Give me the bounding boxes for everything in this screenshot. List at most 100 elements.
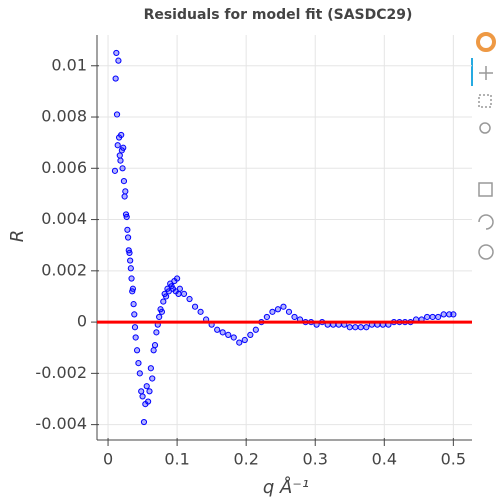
point bbox=[446, 311, 453, 318]
y-tick-label: 0.008 bbox=[41, 107, 87, 126]
point bbox=[162, 293, 170, 300]
point bbox=[153, 329, 160, 336]
point bbox=[180, 290, 188, 297]
point bbox=[111, 167, 119, 174]
point bbox=[225, 331, 232, 339]
point bbox=[113, 111, 121, 118]
y-tick-label: 0.01 bbox=[51, 55, 87, 74]
x-tick-label: 0.5 bbox=[441, 450, 466, 469]
point bbox=[450, 311, 457, 318]
point bbox=[127, 257, 134, 264]
point bbox=[175, 290, 182, 297]
point bbox=[247, 331, 254, 339]
point bbox=[112, 75, 119, 82]
point bbox=[133, 347, 141, 354]
point bbox=[128, 275, 135, 282]
point bbox=[230, 334, 237, 341]
x-tick-label: 0 bbox=[103, 450, 113, 469]
point bbox=[129, 285, 137, 292]
point bbox=[150, 347, 157, 354]
point bbox=[124, 226, 131, 233]
point bbox=[130, 301, 137, 308]
box-zoom-tool[interactable] bbox=[478, 94, 492, 108]
x-tick-label: 0.4 bbox=[372, 450, 397, 469]
y-tick-label: 0 bbox=[77, 312, 87, 331]
point bbox=[136, 370, 143, 377]
point bbox=[285, 308, 293, 315]
point bbox=[160, 298, 167, 305]
point bbox=[121, 193, 128, 200]
point bbox=[127, 265, 134, 272]
point bbox=[158, 308, 166, 315]
y-tick-label: 0.002 bbox=[41, 260, 87, 279]
point bbox=[115, 57, 122, 64]
point bbox=[123, 213, 130, 221]
bokeh-logo bbox=[476, 32, 496, 52]
point bbox=[176, 285, 183, 292]
y-tick-label: 0.004 bbox=[41, 209, 87, 228]
chart-title: Residuals for model fit (SASDC29) bbox=[144, 7, 413, 23]
point bbox=[124, 234, 132, 241]
point bbox=[241, 336, 248, 344]
point bbox=[219, 329, 226, 336]
point bbox=[140, 418, 148, 426]
point bbox=[263, 313, 270, 321]
y-tick-label: -0.004 bbox=[35, 414, 87, 433]
point bbox=[119, 165, 126, 172]
point bbox=[357, 324, 364, 331]
toolbar bbox=[471, 32, 496, 260]
help-tool[interactable] bbox=[478, 244, 494, 260]
point bbox=[126, 249, 133, 256]
point bbox=[151, 342, 159, 349]
point bbox=[214, 326, 221, 333]
point bbox=[132, 334, 139, 341]
point bbox=[429, 313, 436, 321]
point bbox=[274, 306, 282, 313]
point bbox=[116, 152, 123, 159]
point bbox=[440, 311, 447, 318]
point bbox=[122, 188, 129, 195]
y-tick-label: -0.002 bbox=[35, 363, 87, 382]
x-axis-label: q Å⁻¹ bbox=[263, 476, 309, 498]
point bbox=[346, 324, 353, 331]
x-tick-label: 0.1 bbox=[164, 450, 189, 469]
pan-tool[interactable] bbox=[479, 66, 493, 80]
point bbox=[146, 388, 153, 395]
point bbox=[156, 313, 163, 321]
point bbox=[131, 311, 138, 318]
point bbox=[236, 339, 243, 346]
point bbox=[424, 313, 431, 321]
point bbox=[352, 324, 359, 331]
point bbox=[280, 303, 287, 310]
x-tick-label: 0.3 bbox=[303, 450, 328, 469]
wheel-zoom-tool[interactable] bbox=[479, 122, 491, 134]
point bbox=[174, 275, 181, 282]
point bbox=[145, 398, 152, 405]
x-tick-label: 0.2 bbox=[233, 450, 258, 469]
point bbox=[113, 49, 120, 57]
point bbox=[143, 383, 150, 390]
point bbox=[114, 142, 121, 149]
point bbox=[191, 303, 199, 310]
point bbox=[363, 324, 370, 331]
point bbox=[135, 360, 142, 367]
point bbox=[120, 178, 128, 185]
point bbox=[139, 393, 146, 400]
y-axis-label: R bbox=[7, 230, 28, 243]
reset-tool[interactable] bbox=[478, 214, 494, 230]
point bbox=[435, 313, 442, 321]
point bbox=[118, 131, 125, 139]
point bbox=[197, 308, 204, 315]
point bbox=[120, 144, 127, 151]
point bbox=[131, 324, 139, 331]
point bbox=[269, 308, 276, 315]
y-tick-label: 0.006 bbox=[41, 158, 87, 177]
point bbox=[147, 365, 154, 372]
point bbox=[149, 375, 156, 382]
point bbox=[252, 326, 259, 333]
save-tool[interactable] bbox=[478, 182, 493, 197]
point bbox=[186, 295, 193, 303]
point bbox=[291, 313, 298, 321]
point bbox=[138, 388, 145, 395]
